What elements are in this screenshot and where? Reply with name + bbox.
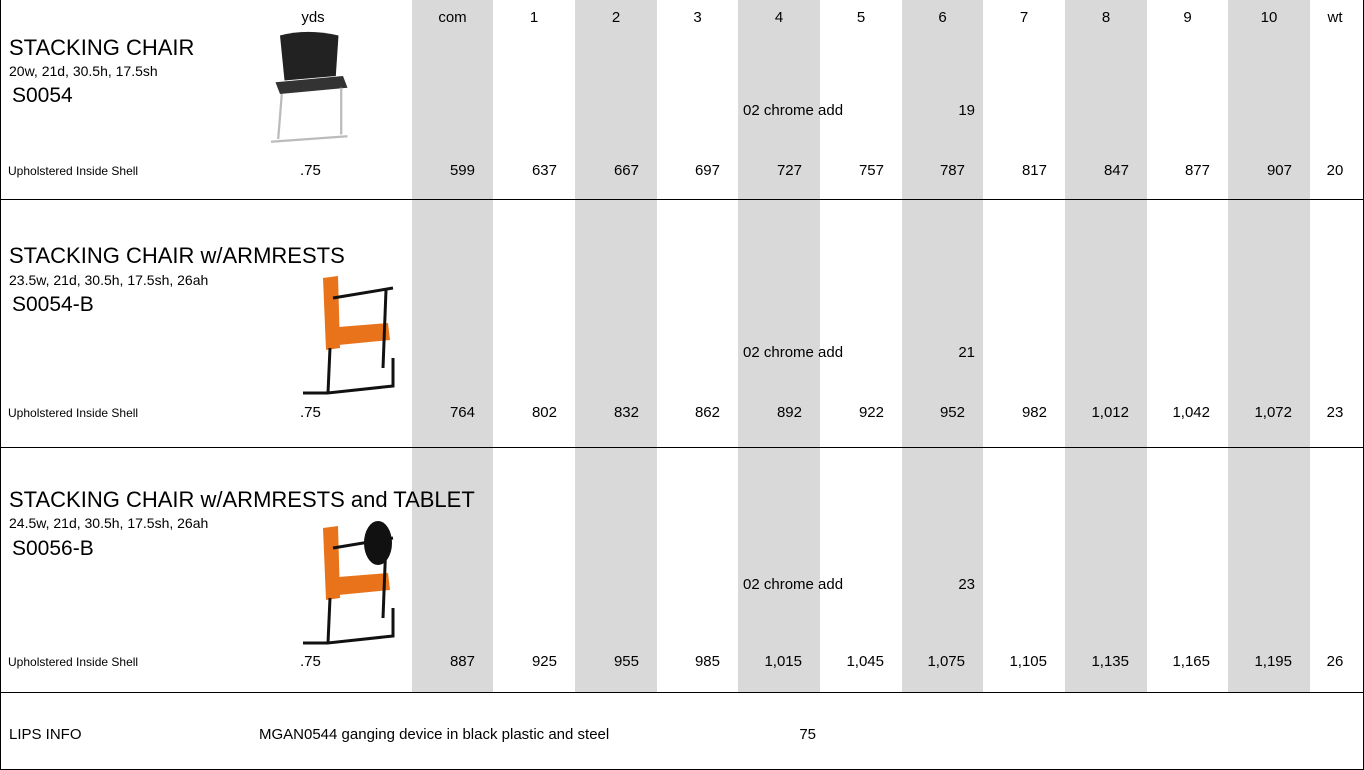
price: 955 xyxy=(614,650,639,674)
row-divider xyxy=(0,692,1364,693)
price: 1,042 xyxy=(1172,401,1210,425)
shaded-column xyxy=(1065,0,1147,692)
option-price: 19 xyxy=(958,99,975,123)
price: 952 xyxy=(940,401,965,425)
price: 1,165 xyxy=(1172,650,1210,674)
yardage: .75 xyxy=(300,159,321,183)
price: 599 xyxy=(450,159,475,183)
row-label: Upholstered Inside Shell xyxy=(8,159,138,183)
price: 1,015 xyxy=(764,650,802,674)
option-label: 02 chrome add xyxy=(743,573,843,597)
shaded-column xyxy=(412,0,493,692)
price: 1,012 xyxy=(1091,401,1129,425)
price: 1,045 xyxy=(846,650,884,674)
product-title: STACKING CHAIR w/ARMRESTS xyxy=(9,244,345,268)
product-image xyxy=(298,268,398,398)
price: 847 xyxy=(1104,159,1129,183)
weight: 20 xyxy=(1235,159,1364,183)
price: 817 xyxy=(1022,159,1047,183)
price: 1,135 xyxy=(1091,650,1129,674)
product-code: S0054-B xyxy=(12,293,94,317)
option-label: 02 chrome add xyxy=(743,341,843,365)
option-price: 21 xyxy=(958,341,975,365)
price: 1,075 xyxy=(927,650,965,674)
price: 985 xyxy=(695,650,720,674)
weight: 26 xyxy=(1235,650,1364,674)
price: 727 xyxy=(777,159,802,183)
price: 764 xyxy=(450,401,475,425)
option-label: 02 chrome add xyxy=(743,99,843,123)
yardage: .75 xyxy=(300,650,321,674)
shaded-column xyxy=(1228,0,1310,692)
price: 887 xyxy=(450,650,475,674)
product-image xyxy=(262,15,352,155)
price: 757 xyxy=(859,159,884,183)
price: 1,105 xyxy=(1009,650,1047,674)
weight: 23 xyxy=(1235,401,1364,425)
price: 982 xyxy=(1022,401,1047,425)
product-image xyxy=(298,518,398,648)
border xyxy=(0,0,1,770)
price: 787 xyxy=(940,159,965,183)
border xyxy=(0,0,1364,1)
price: 925 xyxy=(532,650,557,674)
lips-price: 75 xyxy=(799,723,816,747)
price: 922 xyxy=(859,401,884,425)
row-divider xyxy=(0,447,1364,448)
shaded-column xyxy=(575,0,657,692)
column-header: wt xyxy=(1235,6,1364,30)
price: 877 xyxy=(1185,159,1210,183)
product-title: STACKING CHAIR xyxy=(9,36,194,60)
price: 697 xyxy=(695,159,720,183)
row-label: Upholstered Inside Shell xyxy=(8,401,138,425)
product-code: S0056-B xyxy=(12,537,94,561)
price: 667 xyxy=(614,159,639,183)
row-divider xyxy=(0,199,1364,200)
product-code: S0054 xyxy=(12,84,73,108)
lips-label: LIPS INFO xyxy=(9,723,82,747)
dimensions: 24.5w, 21d, 30.5h, 17.5sh, 26ah xyxy=(9,511,208,535)
option-price: 23 xyxy=(958,573,975,597)
price: 637 xyxy=(532,159,557,183)
lips-description: MGAN0544 ganging device in black plastic… xyxy=(259,723,609,747)
dimensions: 20w, 21d, 30.5h, 17.5sh xyxy=(9,59,158,83)
dimensions: 23.5w, 21d, 30.5h, 17.5sh, 26ah xyxy=(9,268,208,292)
price: 862 xyxy=(695,401,720,425)
price: 802 xyxy=(532,401,557,425)
price: 892 xyxy=(777,401,802,425)
row-label: Upholstered Inside Shell xyxy=(8,650,138,674)
yardage: .75 xyxy=(300,401,321,425)
price: 832 xyxy=(614,401,639,425)
product-title: STACKING CHAIR w/ARMRESTS and TABLET xyxy=(9,488,475,512)
price-sheet: ydscom12345678910wtSTACKING CHAIR20w, 21… xyxy=(0,0,1364,770)
